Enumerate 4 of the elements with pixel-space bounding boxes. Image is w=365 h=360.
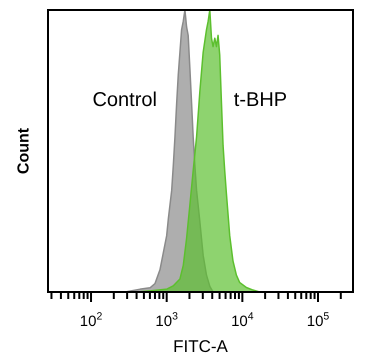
x-axis-title: FITC-A (173, 337, 229, 356)
series-label: Control (92, 88, 157, 111)
series-label: t-BHP (234, 88, 288, 111)
y-axis-title: Count (15, 127, 32, 174)
